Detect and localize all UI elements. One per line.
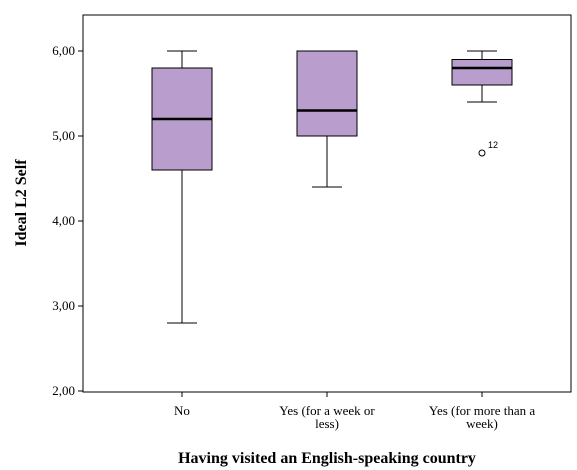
x-category-label: Yes (for a week or xyxy=(279,403,375,418)
x-category-label: week) xyxy=(466,416,498,431)
x-category-label: Yes (for more than a xyxy=(429,403,535,418)
y-tick-label: 5,00 xyxy=(52,128,75,143)
iqr-box xyxy=(451,59,513,86)
y-tick-label: 3,00 xyxy=(52,298,75,313)
y-axis-title: Ideal L2 Self xyxy=(13,159,30,247)
box-group xyxy=(151,50,213,324)
box-series: 12 xyxy=(151,50,513,324)
box-group: 12 xyxy=(451,50,513,157)
x-axis-title: Having visited an English-speaking count… xyxy=(178,450,476,467)
box-group xyxy=(296,50,358,188)
y-tick-label: 4,00 xyxy=(52,213,75,228)
x-category-label: less) xyxy=(315,416,339,431)
iqr-box xyxy=(296,50,358,137)
outlier-point xyxy=(478,149,486,157)
y-axis: 2,00 3,00 4,00 5,00 6,00 xyxy=(52,43,83,398)
outlier-label: 12 xyxy=(488,140,498,150)
x-category-label: No xyxy=(174,403,190,418)
y-tick-label: 6,00 xyxy=(52,43,75,58)
y-tick-label: 2,00 xyxy=(52,383,75,398)
